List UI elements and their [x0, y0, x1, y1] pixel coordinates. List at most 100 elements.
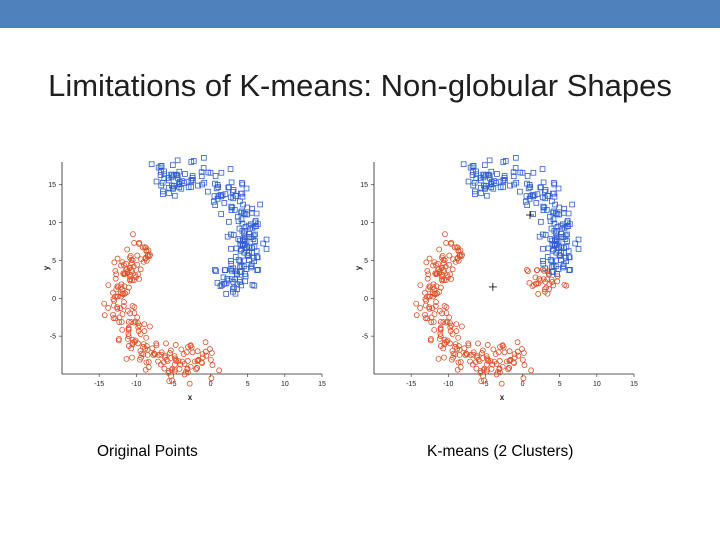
- data-point-square: [563, 255, 569, 261]
- top-accent-bar: [0, 0, 720, 28]
- data-point-square: [469, 163, 476, 169]
- data-point-square: [148, 161, 155, 168]
- data-point-circle: [428, 319, 435, 325]
- data-point-circle: [447, 324, 454, 331]
- data-point-circle: [452, 258, 459, 265]
- data-point-circle: [483, 368, 490, 375]
- data-point-square: [551, 181, 558, 188]
- data-point-circle: [430, 318, 437, 325]
- data-point-square: [530, 193, 537, 200]
- x-tick-label: -5: [482, 381, 488, 388]
- data-point-square: [527, 184, 534, 190]
- data-point-circle: [443, 319, 450, 326]
- data-point-square: [205, 169, 212, 176]
- data-point-square: [551, 180, 557, 186]
- data-point-square: [213, 268, 219, 274]
- data-point-circle: [162, 352, 168, 359]
- data-point-square: [253, 248, 260, 254]
- data-point-square: [523, 198, 529, 205]
- data-point-square: [245, 253, 251, 259]
- data-point-square: [562, 232, 569, 239]
- data-point-circle: [503, 358, 510, 365]
- data-point-square: [198, 173, 205, 180]
- data-point-circle: [167, 347, 174, 354]
- data-point-square: [539, 166, 546, 172]
- data-point-square: [507, 182, 513, 189]
- data-point-circle: [140, 341, 147, 348]
- data-point-square: [170, 184, 177, 191]
- data-point-circle: [483, 353, 490, 360]
- data-point-circle: [149, 345, 156, 352]
- data-point-square: [460, 161, 467, 168]
- data-point-square: [215, 184, 222, 190]
- data-point-square: [564, 238, 570, 244]
- data-point-circle: [147, 323, 153, 330]
- data-point-circle: [475, 340, 481, 347]
- data-point-circle: [413, 312, 420, 319]
- data-point-circle: [455, 334, 462, 341]
- data-point-square: [174, 157, 181, 164]
- data-point-circle: [135, 328, 142, 334]
- data-point-circle: [446, 261, 452, 268]
- data-point-square: [238, 282, 245, 289]
- data-point-square: [181, 180, 187, 186]
- data-point-square: [211, 193, 218, 199]
- data-point-square: [565, 223, 572, 229]
- data-point-circle: [144, 346, 151, 353]
- data-point-circle: [114, 304, 121, 311]
- y-tick-label: 10: [48, 220, 56, 227]
- data-point-circle: [121, 271, 127, 278]
- data-point-circle: [483, 361, 490, 368]
- data-point-circle: [140, 258, 147, 265]
- data-point-square: [237, 190, 244, 197]
- data-point-square: [243, 185, 250, 192]
- data-point-circle: [125, 324, 132, 331]
- data-point-circle: [536, 275, 543, 282]
- data-point-circle: [437, 343, 444, 349]
- data-point-square: [161, 168, 167, 175]
- data-point-square: [540, 261, 547, 267]
- data-point-square: [212, 202, 218, 208]
- data-point-square: [242, 224, 249, 230]
- data-point-circle: [524, 266, 530, 273]
- data-point-circle: [506, 358, 513, 364]
- data-point-square: [238, 209, 244, 216]
- data-point-circle: [199, 360, 205, 366]
- data-point-square: [530, 169, 537, 176]
- data-point-square: [240, 201, 246, 208]
- data-point-square: [244, 251, 251, 258]
- data-point-circle: [525, 268, 531, 275]
- data-point-circle: [473, 365, 480, 372]
- data-point-circle: [477, 367, 484, 374]
- data-point-circle: [439, 277, 445, 284]
- data-point-circle: [116, 335, 122, 342]
- data-point-square: [544, 207, 550, 213]
- data-point-circle: [430, 262, 436, 269]
- data-point-square: [165, 175, 172, 181]
- data-point-square: [242, 234, 248, 240]
- data-point-circle: [528, 367, 535, 374]
- x-tick-label: 15: [630, 381, 638, 388]
- data-point-square: [190, 158, 197, 164]
- data-point-circle: [131, 304, 138, 311]
- data-point-square: [249, 245, 255, 251]
- x-tick-label: -5: [170, 381, 176, 388]
- data-point-circle: [455, 359, 462, 366]
- data-point-square: [558, 250, 564, 256]
- data-point-circle: [136, 240, 142, 247]
- data-point-square: [228, 203, 235, 210]
- data-point-circle: [118, 318, 125, 325]
- data-point-square: [228, 245, 234, 252]
- data-point-square: [567, 221, 573, 227]
- data-point-square: [549, 248, 556, 254]
- data-point-circle: [134, 261, 140, 268]
- data-point-circle: [433, 271, 439, 278]
- data-point-square: [542, 232, 549, 238]
- y-tick-label: 15: [360, 182, 368, 189]
- data-point-square: [561, 245, 567, 251]
- data-point-circle: [144, 253, 151, 259]
- data-point-square: [195, 182, 201, 189]
- data-point-square: [525, 185, 532, 192]
- data-point-circle: [135, 340, 141, 347]
- data-point-square: [517, 169, 524, 176]
